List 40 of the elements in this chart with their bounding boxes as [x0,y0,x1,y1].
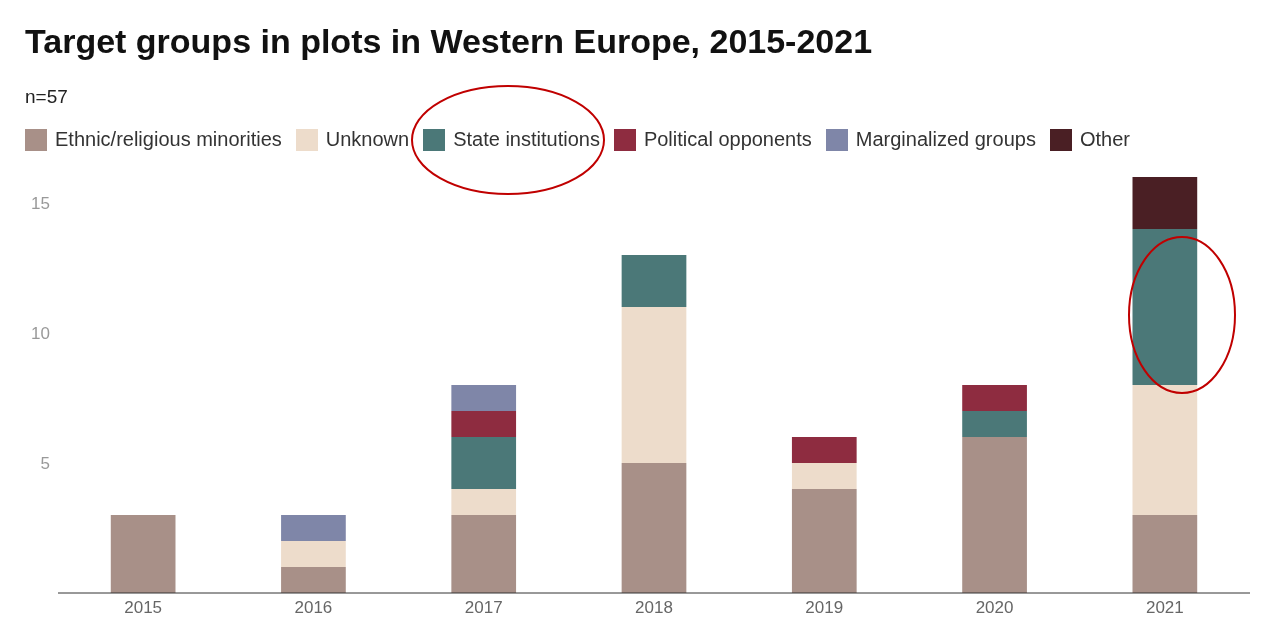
x-tick-label: 2016 [294,598,333,618]
bar [962,437,1027,593]
bar [451,489,517,515]
x-tick-label: 2021 [1145,598,1184,618]
y-tick-label: 5 [40,454,50,474]
bar [451,437,517,489]
y-tick-label: 10 [31,324,50,344]
bar [451,411,517,437]
x-tick-label: 2020 [975,598,1014,618]
legend-label: Political opponents [643,128,812,151]
bar [1132,385,1198,515]
bar [791,437,857,463]
bar [1132,177,1198,229]
bar [791,463,857,489]
bar [451,385,517,411]
bar [1132,229,1198,385]
legend-label: Ethnic/religious minorities [55,128,282,151]
bar [791,489,857,593]
bar [621,307,687,463]
x-tick-label: 2017 [464,598,503,618]
legend-label: Other [1079,128,1130,151]
bar [281,541,346,567]
bar [621,255,687,307]
bar [281,567,346,593]
chart-title: Target groups in plots in Western Europe, 2015-2021 [25,22,873,61]
bar [962,385,1027,411]
legend-label: Marginalized groups [855,128,1036,151]
x-tick-label: 2018 [635,598,673,618]
bar [1132,515,1198,593]
bar [281,515,346,541]
legend-label: State institutions [453,128,600,151]
bar [451,515,517,593]
chart-subtitle: n=57 [25,86,68,108]
y-tick-label: 15 [31,194,50,214]
bar [962,411,1027,437]
bar [110,515,176,593]
legend-label: Unknown [325,128,410,151]
bar [621,463,687,593]
x-tick-label: 2015 [124,598,163,618]
x-tick-label: 2019 [805,598,844,618]
